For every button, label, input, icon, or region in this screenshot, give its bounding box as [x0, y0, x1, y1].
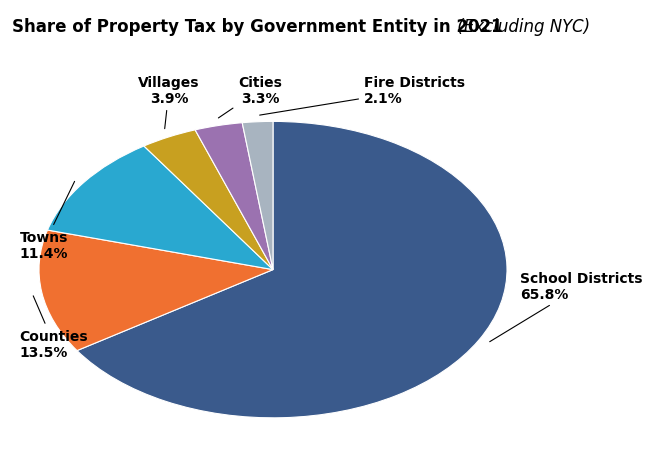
Text: Counties
13.5%: Counties 13.5%	[20, 296, 88, 359]
Wedge shape	[39, 230, 273, 351]
Wedge shape	[195, 123, 273, 270]
Text: Share of Property Tax by Government Entity in 2021: Share of Property Tax by Government Enti…	[12, 17, 502, 35]
Text: Cities
3.3%: Cities 3.3%	[218, 76, 282, 119]
Wedge shape	[242, 122, 273, 270]
Text: (Excluding NYC): (Excluding NYC)	[452, 17, 590, 35]
Text: Villages
3.9%: Villages 3.9%	[138, 76, 200, 129]
Text: School Districts
65.8%: School Districts 65.8%	[489, 271, 642, 342]
Text: Fire Districts
2.1%: Fire Districts 2.1%	[259, 76, 465, 116]
Wedge shape	[77, 122, 507, 418]
Wedge shape	[47, 147, 273, 270]
Wedge shape	[144, 130, 273, 270]
Text: Towns
11.4%: Towns 11.4%	[20, 182, 75, 260]
